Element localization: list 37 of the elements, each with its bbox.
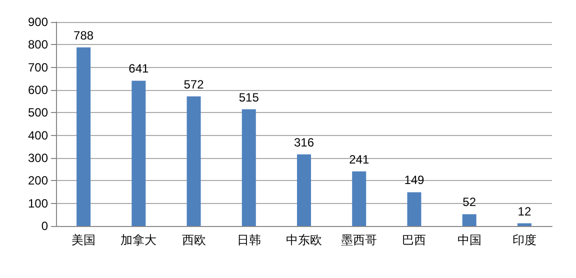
data-label: 788 [74, 28, 94, 42]
bar [407, 192, 422, 226]
data-label: 316 [294, 135, 314, 150]
bar [297, 154, 311, 226]
bar [132, 80, 146, 226]
x-tick-label: 美国 [72, 233, 96, 247]
x-tick-label: 加拿大 [120, 233, 157, 247]
x-tick-label: 印度 [512, 233, 536, 247]
data-label: 641 [128, 62, 149, 76]
data-label: 52 [462, 195, 476, 210]
x-tick-label: 中国 [457, 233, 482, 247]
x-tick-label: 中东欧 [286, 233, 322, 247]
bar [462, 214, 476, 226]
data-label: 572 [184, 77, 204, 92]
y-tick-label: 200 [28, 174, 48, 188]
y-tick-label: 100 [28, 196, 48, 210]
x-tick-label: 西欧 [182, 233, 206, 247]
y-tick-label: 500 [28, 106, 48, 120]
x-tick-label: 墨西哥 [341, 233, 378, 247]
y-tick-label: 800 [28, 38, 48, 52]
y-tick-label: 0 [41, 219, 48, 233]
data-label: 241 [349, 152, 370, 166]
bar [242, 109, 256, 226]
x-tick-label: 巴西 [402, 233, 426, 247]
bar [352, 171, 366, 226]
bar [517, 223, 532, 226]
x-tick-label: 日韩 [236, 233, 261, 247]
bar [186, 96, 201, 226]
y-tick-label: 400 [28, 128, 48, 142]
y-tick-label: 600 [28, 83, 48, 97]
bar [76, 47, 91, 226]
y-tick-label: 300 [28, 151, 48, 165]
data-label: 149 [404, 173, 425, 188]
y-tick-label: 700 [28, 60, 48, 74]
data-label: 12 [518, 204, 532, 218]
data-label: 515 [238, 90, 260, 104]
y-tick-label: 900 [28, 15, 48, 29]
